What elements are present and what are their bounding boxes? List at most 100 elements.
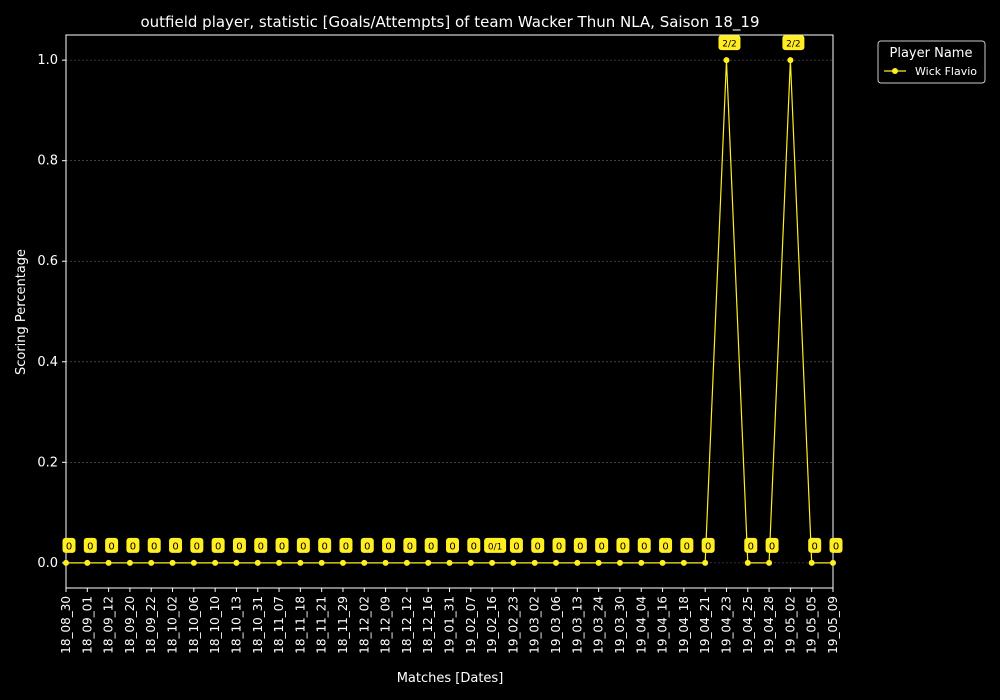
data-point (318, 559, 325, 566)
data-label-box (680, 537, 694, 553)
data-point (190, 559, 197, 566)
data-label: 0 (812, 541, 818, 552)
x-axis-label: Matches [Dates] (397, 671, 504, 686)
x-tick-label: 18_11_21 (315, 596, 329, 654)
data-label-box (232, 537, 246, 553)
y-tick-label: 0.8 (37, 154, 58, 169)
x-tick-label: 18_10_31 (251, 596, 265, 654)
data-label: 0 (598, 541, 604, 552)
chart-title: outfield player, statistic [Goals/Attemp… (140, 13, 759, 32)
data-point (84, 559, 91, 566)
data-label-box (382, 537, 396, 553)
data-label: 0 (449, 541, 455, 552)
x-tick-label: 19_05_02 (783, 596, 797, 654)
x-tick-label: 19_03_06 (549, 596, 563, 654)
x-tick-label: 18_11_29 (336, 596, 350, 654)
x-tick-label: 19_02_16 (485, 596, 499, 654)
data-point (616, 559, 623, 566)
y-tick-label: 0.2 (37, 455, 58, 470)
y-tick-label: 0.4 (37, 355, 58, 370)
data-label: 0 (300, 541, 306, 552)
data-label: 0 (833, 541, 839, 552)
legend-frame (877, 40, 986, 84)
data-label: 0 (684, 541, 690, 552)
x-tick-label: 19_01_31 (443, 596, 457, 654)
data-label-box (169, 537, 183, 553)
data-label-box (105, 537, 119, 553)
x-tick-label: 18_10_10 (208, 596, 222, 654)
x-tick-label: 18_09_12 (102, 596, 116, 654)
data-label: 0 (258, 541, 264, 552)
data-label-box (296, 537, 310, 553)
data-point (510, 559, 517, 566)
data-label: 0 (748, 541, 754, 552)
data-point (361, 559, 368, 566)
data-label-box (446, 537, 459, 553)
data-point (339, 559, 346, 566)
data-label-box (573, 537, 587, 553)
data-point (212, 559, 219, 566)
data-label: 0 (172, 541, 178, 552)
data-label: 0 (641, 541, 647, 552)
data-label: 0 (428, 541, 434, 552)
data-point (702, 559, 709, 566)
data-label-box (509, 537, 523, 553)
data-label: 0 (535, 541, 541, 552)
data-point (148, 559, 155, 566)
x-tick-label: 19_03_24 (592, 596, 606, 654)
data-label-box (782, 35, 805, 51)
data-label-box (83, 537, 97, 553)
data-point (830, 559, 836, 566)
data-label: 2/2 (722, 40, 736, 50)
data-label-box (126, 537, 140, 553)
data-point (105, 559, 112, 566)
data-label: 0 (130, 541, 136, 552)
data-point (680, 559, 687, 566)
data-label-box (829, 537, 843, 553)
data-point (659, 559, 666, 566)
data-point (233, 559, 240, 566)
data-point (403, 559, 410, 566)
data-label-box (484, 537, 507, 553)
data-label: 0 (471, 541, 477, 552)
data-label-box (339, 537, 353, 553)
legend-point-marker (892, 68, 898, 74)
legend: Player Name Wick Flavio (877, 40, 986, 84)
data-label: 0 (279, 541, 285, 552)
x-tick-label: 18_12_12 (400, 596, 414, 654)
data-label-box (552, 537, 566, 553)
y-tick-label: 1.0 (37, 53, 58, 68)
data-label-box (147, 537, 161, 553)
data-label: 0 (769, 541, 775, 552)
data-label-box (360, 537, 374, 553)
axes: 0.0 0.2 0.4 0.6 0.8 1.0 18_08_30 18_09_01 18_09_… (37, 34, 840, 654)
x-tick-label: 18_10_02 (166, 596, 180, 654)
data-point (169, 559, 176, 566)
data-label-box (744, 537, 758, 553)
data-label: 0 (215, 541, 221, 552)
data-label: 0 (513, 541, 519, 552)
data-label-box (211, 537, 225, 553)
x-tick-label: 19_04_18 (677, 596, 691, 654)
data-label: 0 (236, 541, 242, 552)
data-label-box (718, 35, 741, 51)
x-tick-label: 18_09_20 (123, 596, 137, 654)
data-label: 0 (343, 541, 349, 552)
data-label-box (467, 537, 481, 553)
data-point (766, 559, 773, 566)
x-tick-label: 18_09_01 (80, 596, 94, 654)
x-tick-label: 19_04_23 (719, 596, 733, 654)
y-tick-label: 0.0 (37, 556, 58, 571)
data-point (126, 559, 133, 566)
data-label: 0 (364, 541, 370, 552)
data-label: 0 (577, 541, 583, 552)
data-label-box (701, 537, 715, 553)
x-tick-label: 18_11_18 (293, 596, 307, 654)
data-label-box (318, 537, 332, 553)
data-point (595, 559, 602, 566)
data-label-box (424, 537, 438, 553)
x-tick-label: 19_02_23 (506, 596, 520, 654)
data-label-box (254, 537, 268, 553)
series-wick-flavio (63, 57, 836, 566)
